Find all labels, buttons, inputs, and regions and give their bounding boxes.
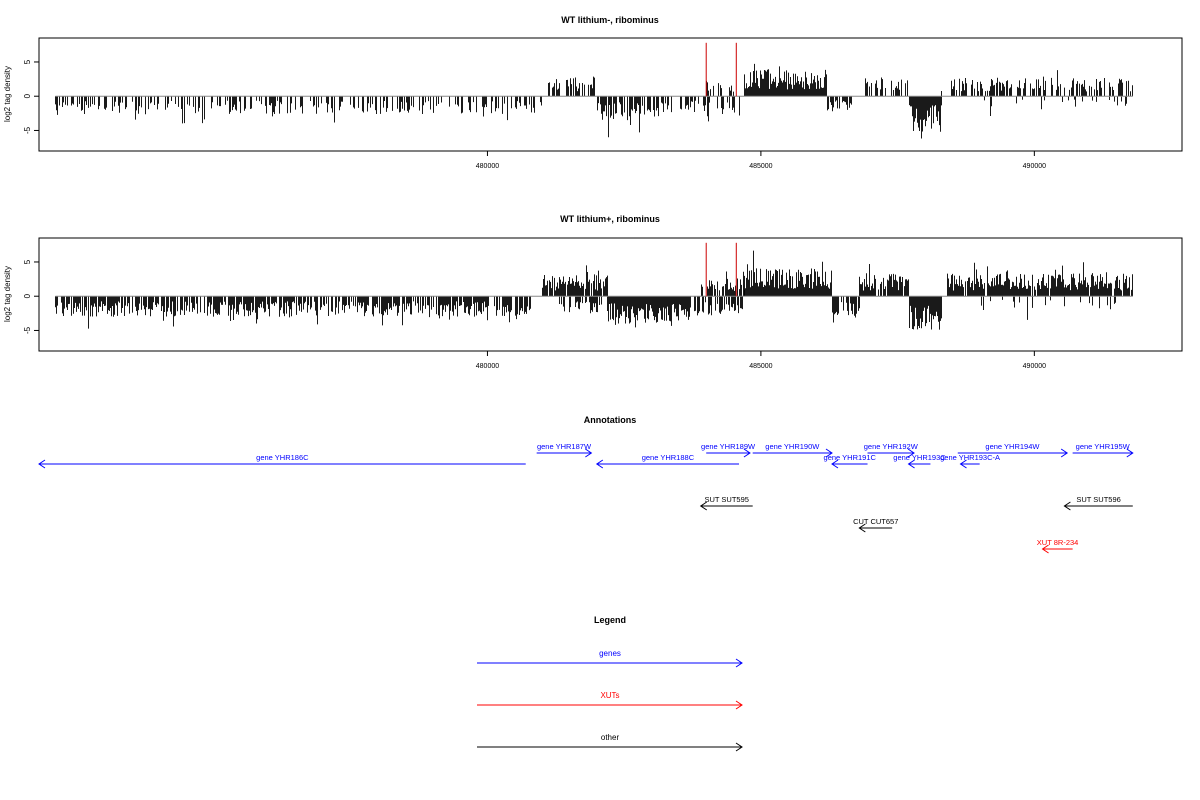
legend: Legend genes XUTs other (477, 615, 743, 752)
x-tick-label: 490000 (1023, 163, 1046, 170)
density-bars (55, 63, 1133, 139)
legend-title: Legend (594, 615, 626, 625)
feature-arrowhead (38, 459, 46, 469)
feature-label: XUT 8R-234 (1037, 538, 1079, 547)
y-tick-label: 5 (23, 59, 32, 64)
feature-label: gene YHR191C (824, 453, 877, 462)
feature-label: gene YHR190W (765, 442, 820, 451)
marker-lines (705, 242, 737, 297)
feature-arrowhead (585, 448, 593, 458)
feature-arrowhead (907, 448, 915, 458)
x-tick-label: 485000 (749, 363, 772, 370)
x-tick-label: 480000 (476, 363, 499, 370)
legend-label-xuts: XUTs (600, 691, 619, 700)
y-tick-label: 5 (23, 259, 32, 264)
feature-label: CUT CUT657 (853, 517, 898, 526)
feature-label: gene YHR194W (985, 442, 1040, 451)
marker-lines (705, 42, 737, 97)
y-tick-label: 0 (23, 93, 32, 98)
feature-label: gene YHR193C-A (940, 453, 1000, 462)
feature-arrowhead (699, 501, 708, 511)
feature-arrows: gene YHR186C gene YHR187W gene YHR188C gene… (38, 442, 1134, 554)
y-tick-label: -5 (23, 326, 32, 334)
legend-arrowhead-other (735, 742, 743, 752)
track-panel-lithium-plus: WT lithium+, ribominus -5 0 5 480000 485000… (3, 214, 1183, 370)
legend-label-other: other (601, 733, 620, 742)
feature-arrowhead (1041, 544, 1049, 554)
panel-title: WT lithium-, ribominus (561, 15, 659, 25)
feature-label: SUT SUT595 (704, 495, 748, 504)
feature-label: gene YHR192W (864, 442, 919, 451)
feature-label: gene YHR188C (642, 453, 695, 462)
feature-arrowhead (858, 523, 866, 533)
y-tick-label: 0 (23, 293, 32, 298)
feature-label: gene YHR187W (537, 442, 592, 451)
feature-label: SUT SUT596 (1076, 495, 1120, 504)
x-tick-label: 490000 (1023, 363, 1046, 370)
y-axis-label: log2 tag density (3, 66, 12, 122)
y-axis: -5 0 5 (23, 59, 40, 134)
feature-label: gene YHR189W (701, 442, 756, 451)
x-axis: 480000 485000 490000 (476, 350, 1046, 370)
y-axis-label: log2 tag density (3, 266, 12, 322)
density-bars (55, 250, 1133, 330)
feature-arrowhead (907, 459, 915, 469)
feature-label: gene YHR186C (256, 453, 309, 462)
legend-arrowhead-genes (735, 658, 743, 668)
legend-arrowhead-xuts (735, 700, 743, 710)
feature-arrowhead (743, 448, 751, 458)
y-tick-label: -5 (23, 126, 32, 134)
feature-label: gene YHR193C (893, 453, 946, 462)
x-tick-label: 485000 (749, 163, 772, 170)
x-tick-label: 480000 (476, 163, 499, 170)
track-panel-lithium-minus: WT lithium-, ribominus -5 0 5 480000 485000… (3, 15, 1183, 170)
feature-arrowhead (825, 448, 833, 458)
legend-label-genes: genes (599, 649, 621, 658)
feature-arrowhead (595, 459, 604, 469)
feature-label: gene YHR195W (1076, 442, 1131, 451)
y-axis: -5 0 5 (23, 259, 40, 334)
x-axis: 480000 485000 490000 (476, 150, 1046, 170)
feature-arrowhead (959, 459, 967, 469)
feature-arrowhead (1126, 448, 1134, 458)
panel-title: WT lithium+, ribominus (560, 214, 660, 224)
annotations-title: Annotations (584, 415, 637, 425)
feature-arrowhead (831, 459, 839, 469)
feature-arrowhead (1063, 501, 1071, 511)
feature-arrowhead (1060, 448, 1069, 458)
